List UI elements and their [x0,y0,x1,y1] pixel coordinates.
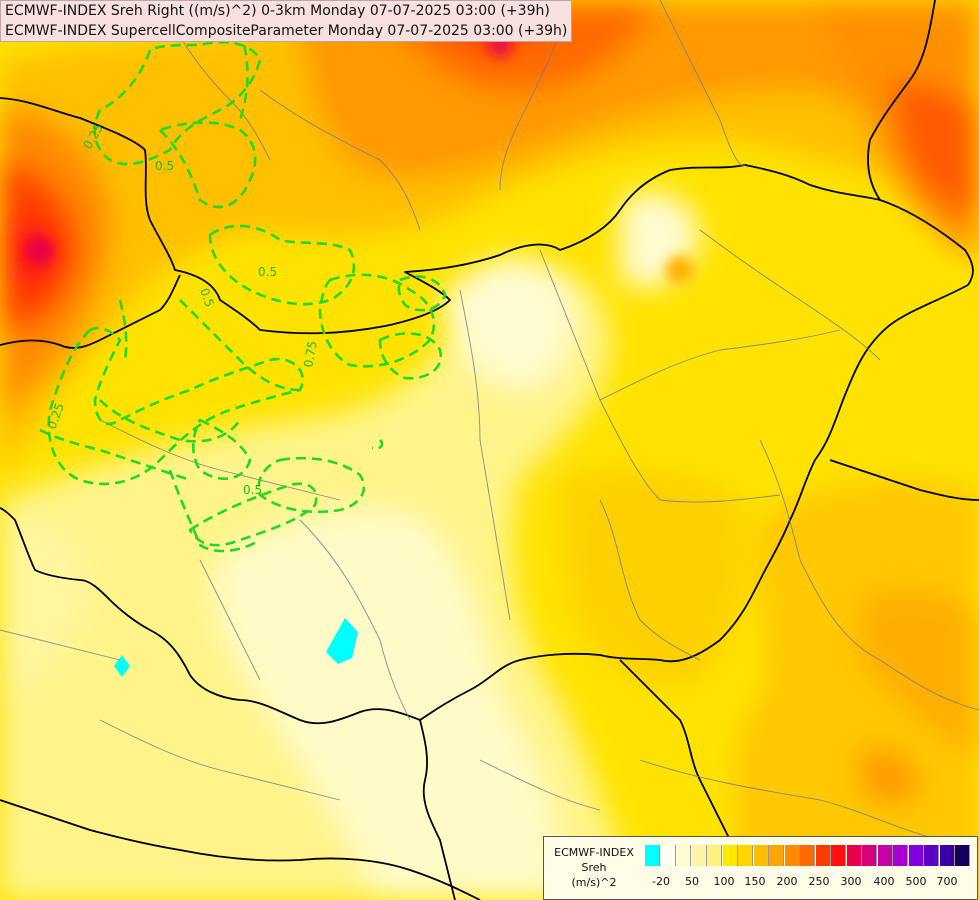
contour-label: 0.5 [258,265,277,279]
contour-label: 0.5 [197,286,217,309]
legend-tick-label: 150 [744,875,766,888]
legend-tick-label: 200 [776,875,798,888]
legend-swatch [660,845,676,866]
legend-swatch [877,845,893,866]
legend-swatch [846,845,862,866]
cyan-spot-2 [114,655,130,677]
title-line-2: ECMWF-INDEX SupercellCompositeParameter … [5,23,568,39]
legend-title-line-2: Sreh [581,861,607,874]
legend-swatch [645,845,660,866]
title-line-1: ECMWF-INDEX Sreh Right ((m/s)^2) 0-3km M… [5,3,550,19]
legend-title-line-1: ECMWF-INDEX [554,846,634,859]
legend-swatch [676,845,691,866]
contour-label: 0.5 [155,159,174,173]
legend-swatch [707,845,722,866]
legend-swatch [815,845,831,866]
legend-swatch [738,845,753,866]
contour-label: 0.5 [243,483,262,497]
legend-swatch [955,845,970,866]
legend-tick-label: -20 [652,875,670,888]
contour-labels: 0.25 0.5 0.5 0.75 0.5 0.25 0.5 [45,121,320,497]
legend-tick-label: 50 [685,875,699,888]
legend-swatch [831,845,846,866]
legend-swatch [939,845,955,866]
legend-tick-label: 500 [905,875,927,888]
sreh-small-features [26,33,694,284]
legend-swatch [862,845,877,866]
legend-tick-label: 100 [713,875,735,888]
legend-title-line-3: (m/s)^2 [571,876,617,889]
legend-swatch [691,845,707,866]
legend-swatch [753,845,769,866]
legend-swatch [784,845,800,866]
contour-label: 0.75 [301,340,319,369]
legend-swatch [800,845,815,866]
map-title-box: ECMWF-INDEX Sreh Right ((m/s)^2) 0-3km M… [0,0,573,42]
legend-tick-label: 700 [936,875,958,888]
legend-swatch [908,845,924,866]
legend-tick-label: 250 [808,875,830,888]
legend-swatch [924,845,939,866]
legend-swatch [769,845,784,866]
legend-title: ECMWF-INDEX Sreh (m/s)^2 [546,845,642,890]
legend-swatch [893,845,908,866]
cyan-spot-1 [326,618,358,664]
scp-contours [39,29,447,553]
legend-swatch [722,845,738,866]
legend-tick-label: 400 [873,875,895,888]
legend-tick-label: 300 [840,875,862,888]
color-legend: ECMWF-INDEX Sreh (m/s)^2 -20 50 100 150 200 2… [543,836,978,900]
